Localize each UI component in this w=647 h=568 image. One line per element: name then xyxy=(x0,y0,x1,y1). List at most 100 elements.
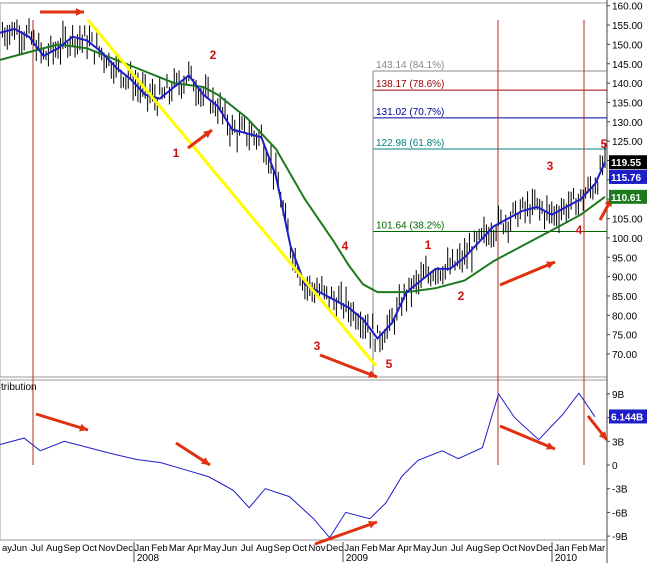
x-month-label: Jul xyxy=(451,543,463,554)
arrow-shaft xyxy=(314,520,378,546)
x-month-label: Dec xyxy=(536,543,553,554)
indicator-y-tick-label: -3B xyxy=(612,485,628,496)
arrowhead xyxy=(368,521,377,529)
price-y-tick-label: 150.00 xyxy=(612,40,643,51)
indicator-y-tick-label: 3B xyxy=(612,437,625,448)
wave-label: 3 xyxy=(547,159,554,173)
x-month-label: Aug xyxy=(256,543,273,554)
x-month-label: Nov xyxy=(99,543,116,554)
red-arrow xyxy=(40,8,84,16)
indicator-y-tick-label: -6B xyxy=(612,508,628,519)
x-month-label: Apr xyxy=(397,543,412,554)
x-month-label: ay xyxy=(2,543,12,554)
x-month-label: Jul xyxy=(241,543,253,554)
red-arrow xyxy=(35,412,89,432)
x-month-label: Feb xyxy=(361,543,377,554)
wave-label: 3 xyxy=(314,339,321,353)
x-month-label: May xyxy=(203,543,221,554)
x-month-label: Jun xyxy=(432,543,447,554)
arrow-shaft xyxy=(499,260,556,287)
arrowhead xyxy=(546,261,555,269)
price-y-tick-label: 80.00 xyxy=(612,311,637,322)
x-month-label: Jul xyxy=(31,543,43,554)
x-month-label: Nov xyxy=(519,543,536,554)
arrowhead xyxy=(75,8,84,16)
indicator-line xyxy=(0,392,596,539)
price-y-tick-label: 85.00 xyxy=(612,292,637,303)
wave-label: 4 xyxy=(342,239,349,253)
ma-long-badge-bg xyxy=(609,189,647,204)
price-y-tick-label: 155.00 xyxy=(612,21,643,32)
arrowhead xyxy=(79,423,88,432)
x-month-label: Apr xyxy=(187,543,202,554)
price-y-tick-label: 145.00 xyxy=(612,60,643,71)
indicator-y-tick-label: -9B xyxy=(612,532,628,543)
yellow-trendline xyxy=(86,19,378,367)
x-year-label: 2010 xyxy=(555,553,578,563)
arrowhead xyxy=(546,442,555,450)
fib-level-label: 101.64 (38.2%) xyxy=(376,221,444,232)
x-month-label: Feb xyxy=(571,543,587,554)
arrow-shaft xyxy=(35,412,89,432)
last-price-badge-bg xyxy=(609,155,647,170)
x-year-label: 2008 xyxy=(137,553,160,563)
last-price-badge: 119.55 xyxy=(611,158,641,169)
x-month-label: Sep xyxy=(484,543,501,554)
x-month-label: Sep xyxy=(64,543,81,554)
x-month-label: Jun xyxy=(222,543,237,554)
arrow-shaft xyxy=(499,424,556,451)
x-month-label: Sep xyxy=(274,543,291,554)
indicator-title: tribution xyxy=(1,382,37,393)
red-arrow xyxy=(586,415,609,441)
x-month-label: Mar xyxy=(589,543,605,554)
fib-level-label: 131.02 (70.7%) xyxy=(376,107,444,118)
price-y-tick-label: 100.00 xyxy=(612,234,643,245)
x-month-label: Dec xyxy=(326,543,343,554)
ma-short-line xyxy=(0,27,606,341)
indicator-last-badge: 6.144B xyxy=(611,412,643,423)
red-arrow xyxy=(187,128,213,150)
price-y-tick-label: 160.00 xyxy=(612,2,643,13)
x-month-label: Mar xyxy=(379,543,395,554)
ma-long-badge: 110.61 xyxy=(611,193,641,204)
price-y-tick-label: 75.00 xyxy=(612,331,637,342)
arrowhead xyxy=(201,457,210,465)
indicator-y-tick-label: 0 xyxy=(612,461,618,472)
price-y-tick-label: 125.00 xyxy=(612,137,643,148)
ma-long-line xyxy=(0,43,606,294)
fib-level-label: 138.17 (78.6%) xyxy=(376,79,444,90)
wave-label: 2 xyxy=(210,48,217,62)
x-month-label: Oct xyxy=(502,543,517,554)
x-month-label: Oct xyxy=(82,543,97,554)
x-month-label: Jan xyxy=(134,543,149,554)
price-y-tick-label: 140.00 xyxy=(612,79,643,90)
wave-label: 5 xyxy=(601,137,608,151)
x-month-label: May xyxy=(413,543,431,554)
wave-label: 2 xyxy=(458,289,465,303)
arrowhead xyxy=(368,370,377,378)
wave-label: 4 xyxy=(576,223,583,237)
x-year-label: 2009 xyxy=(346,553,369,563)
x-month-label: Jan xyxy=(344,543,359,554)
x-month-label: Aug xyxy=(46,543,63,554)
price-y-tick-label: 90.00 xyxy=(612,273,637,284)
red-arrow xyxy=(319,353,378,379)
red-arrow xyxy=(175,441,211,467)
fib-level-label: 143.14 (84.1%) xyxy=(376,60,444,71)
indicator-last-badge-bg xyxy=(609,409,647,424)
x-month-label: Jun xyxy=(12,543,27,554)
wave-label: 5 xyxy=(386,357,393,371)
x-month-label: Mar xyxy=(169,543,185,554)
indicator-y-tick-label: 9B xyxy=(612,390,625,401)
arrowhead xyxy=(203,130,212,138)
x-month-label: Oct xyxy=(292,543,307,554)
arrowhead xyxy=(598,431,607,440)
price-y-tick-label: 95.00 xyxy=(612,253,637,264)
ma-short-badge-bg xyxy=(609,169,647,184)
wave-label: 1 xyxy=(425,238,432,252)
x-month-label: Feb xyxy=(151,543,167,554)
fib-level-label: 122.98 (61.8%) xyxy=(376,138,444,149)
red-arrow xyxy=(499,260,556,287)
